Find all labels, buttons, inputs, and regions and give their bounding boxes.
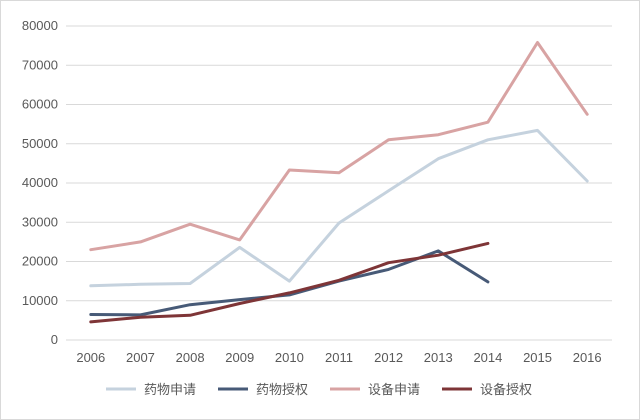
x-tick-label: 2013 (424, 350, 453, 365)
y-tick-label: 70000 (22, 57, 58, 72)
legend-label-2: 设备申请 (368, 382, 420, 398)
x-tick-label: 2007 (126, 350, 155, 365)
x-tick-label: 2014 (473, 350, 502, 365)
legend-label-0: 药物申请 (144, 383, 196, 398)
legend-label-1: 药物授权 (256, 382, 308, 398)
y-axis-ticks: 0 10000 20000 30000 40000 50000 60000 70000 8000… (22, 18, 58, 347)
legend-label-3: 设备授权 (480, 382, 532, 398)
y-tick-label: 40000 (22, 175, 58, 190)
series-line-0 (89, 128, 589, 288)
x-tick-label: 2009 (225, 350, 254, 365)
legend: 药物申请 药物授权 设备申请 设备授权 (106, 382, 532, 398)
y-tick-label: 50000 (22, 136, 58, 151)
x-tick-label: 2011 (325, 350, 353, 365)
x-tick-label: 2008 (176, 350, 205, 365)
y-tick-label: 0 (51, 332, 58, 347)
y-tick-label: 60000 (22, 97, 58, 112)
y-tick-label: 30000 (22, 214, 58, 229)
y-tick-label: 10000 (22, 293, 58, 308)
x-tick-label: 2012 (374, 350, 403, 365)
y-tick-label: 20000 (22, 254, 58, 269)
series-line-3 (89, 241, 490, 324)
series-line-2 (89, 41, 589, 252)
x-tick-label: 2006 (76, 350, 105, 365)
x-tick-label: 2016 (573, 350, 602, 365)
series-lines (89, 41, 589, 324)
y-tick-label: 80000 (22, 18, 58, 33)
gridlines (66, 25, 612, 341)
x-tick-label: 2010 (275, 350, 304, 365)
x-axis-ticks: 2006 2007 2008 2009 2010 2011 2012 2013 2014 2015… (76, 350, 601, 365)
x-tick-label: 2015 (523, 350, 552, 365)
